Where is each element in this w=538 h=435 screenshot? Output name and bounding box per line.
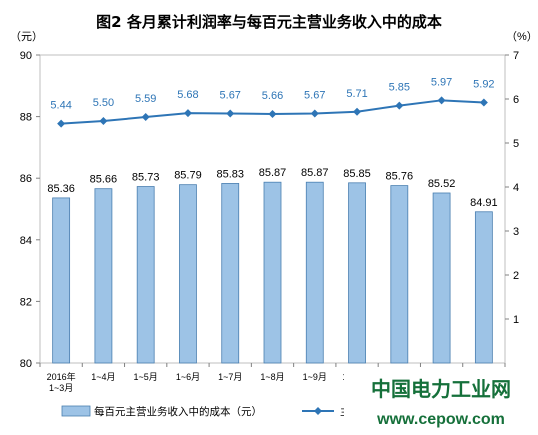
profit-margin-value-label: 5.92 bbox=[473, 79, 494, 91]
cost-bar-value-label: 85.85 bbox=[343, 168, 371, 180]
profit-margin-point bbox=[183, 109, 192, 118]
watermark-title: 中国电力工业网 bbox=[371, 377, 511, 401]
left-axis-tick-label: 80 bbox=[20, 358, 32, 370]
cost-bar bbox=[179, 184, 197, 364]
cost-bar-value-label: 85.73 bbox=[132, 172, 160, 184]
cost-bar bbox=[432, 192, 451, 364]
profit-margin-point bbox=[479, 98, 488, 107]
right-axis-tick-label: 3 bbox=[513, 226, 519, 238]
watermark-background bbox=[344, 372, 538, 435]
x-axis-category-label: 1~8月 bbox=[260, 372, 284, 382]
cost-bar-value-label: 85.76 bbox=[386, 171, 414, 183]
profit-margin-value-label: 5.44 bbox=[50, 100, 71, 112]
profit-margin-point bbox=[395, 101, 404, 110]
left-axis-unit: （元） bbox=[10, 30, 43, 43]
right-axis-tick-label: 7 bbox=[513, 50, 519, 62]
cost-bar bbox=[263, 181, 282, 364]
profit-margin-value-label: 5.67 bbox=[304, 90, 325, 102]
left-axis-tick-label: 84 bbox=[20, 235, 32, 247]
profit-margin-value-label: 5.50 bbox=[93, 97, 114, 109]
profit-margin-value-label: 5.71 bbox=[346, 88, 367, 100]
profit-margin-point bbox=[99, 117, 108, 125]
right-axis-tick-label: 2 bbox=[513, 270, 519, 282]
legend-bar-label: 每百元主营业务收入中的成本（元） bbox=[94, 405, 262, 418]
profit-margin-value-label: 5.68 bbox=[177, 89, 198, 101]
left-axis-tick-label: 86 bbox=[20, 173, 32, 185]
left-axis-tick-label: 88 bbox=[20, 112, 32, 124]
profit-margin-point bbox=[226, 109, 235, 118]
right-axis-tick-label: 4 bbox=[513, 182, 519, 194]
right-axis-unit: （%） bbox=[506, 30, 538, 43]
x-axis-category-label: 1~9月 bbox=[303, 372, 327, 382]
cost-bar-value-label: 84.91 bbox=[470, 197, 498, 209]
legend-bar-swatch bbox=[61, 405, 91, 417]
cost-bar bbox=[348, 182, 366, 364]
cost-bar-value-label: 85.83 bbox=[216, 168, 244, 180]
cost-bar-value-label: 85.36 bbox=[47, 183, 75, 195]
chart-title: 图2 各月累计利润率与每百元主营业务收入中的成本 bbox=[96, 13, 442, 31]
left-axis-tick-label: 82 bbox=[20, 296, 32, 308]
x-axis-category-label: 1~6月 bbox=[176, 372, 200, 382]
x-axis-category-label: 1~3月 bbox=[49, 383, 73, 393]
profit-margin-value-label: 5.97 bbox=[431, 76, 452, 88]
cost-bar bbox=[305, 181, 324, 364]
cost-bar bbox=[136, 186, 155, 364]
bar-series: 85.36 85.66 85.73 85.79 85.83 85.87 85.87 85.85… bbox=[47, 167, 498, 364]
cost-bar-value-label: 85.79 bbox=[174, 170, 202, 182]
cost-bar bbox=[94, 188, 113, 364]
legend-line-marker bbox=[314, 407, 322, 415]
right-axis-tick-label: 6 bbox=[513, 94, 519, 106]
profit-margin-point bbox=[57, 119, 66, 128]
right-axis-tick-label: 1 bbox=[513, 314, 519, 326]
x-axis-category-label: 2016年 bbox=[47, 371, 76, 382]
profit-margin-point bbox=[437, 96, 446, 105]
cost-bar bbox=[390, 185, 409, 364]
profit-margin-point bbox=[353, 107, 362, 116]
x-axis-category-label: 1~7月 bbox=[218, 372, 242, 382]
profit-margin-value-label: 5.66 bbox=[262, 90, 283, 102]
cost-bar-value-label: 85.87 bbox=[259, 167, 287, 179]
watermark: 中国电力工业网 www.cepow.com bbox=[344, 372, 538, 435]
profit-margin-value-label: 5.59 bbox=[135, 93, 156, 105]
cost-bar-value-label: 85.66 bbox=[90, 174, 118, 186]
cost-bar bbox=[474, 211, 493, 364]
left-axis-tick-label: 90 bbox=[20, 50, 32, 62]
cost-bar bbox=[221, 183, 240, 364]
right-axis-tick-label: 5 bbox=[513, 138, 519, 150]
x-axis-category-label: 1~4月 bbox=[91, 372, 115, 382]
line-series: 5.44 5.50 5.59 5.68 5.67 5.66 5.67 5.71 5.85 5.97… bbox=[50, 76, 495, 128]
profit-margin-point bbox=[310, 109, 319, 118]
cost-bar bbox=[52, 197, 71, 364]
watermark-url: www.cepow.com bbox=[376, 411, 505, 428]
profit-margin-point bbox=[141, 113, 150, 122]
x-axis-category-label: 1~5月 bbox=[134, 372, 158, 382]
cost-bar-value-label: 85.52 bbox=[428, 178, 456, 190]
legend: 每百元主营业务收入中的成本（元） 主 bbox=[61, 405, 351, 418]
profit-margin-value-label: 5.85 bbox=[389, 82, 410, 94]
cost-bar-value-label: 85.87 bbox=[301, 167, 329, 179]
profit-margin-point bbox=[268, 109, 277, 118]
profit-margin-value-label: 5.67 bbox=[220, 90, 241, 102]
